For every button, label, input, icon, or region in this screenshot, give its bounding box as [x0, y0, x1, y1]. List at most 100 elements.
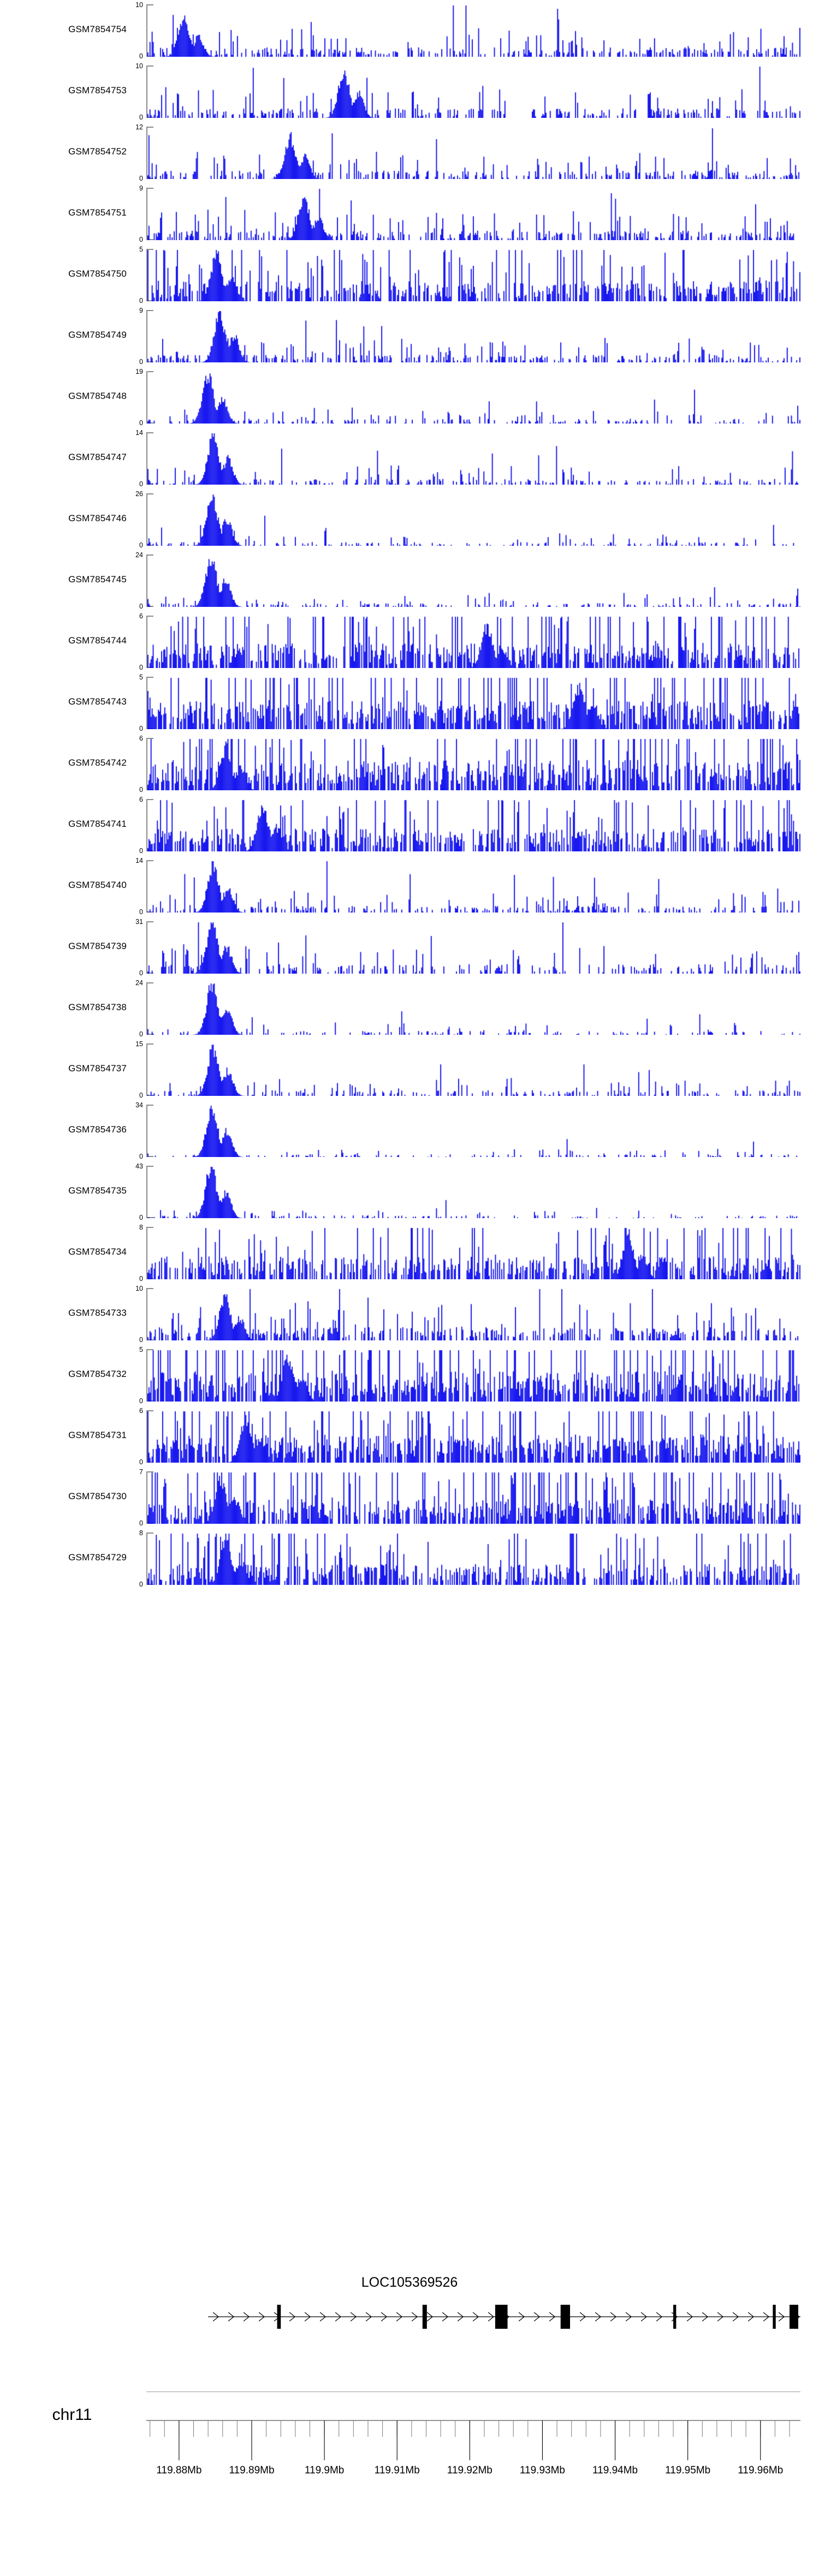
- coverage-track[interactable]: GSM7854738 24 0: [0, 978, 819, 1039]
- track-sample-label: GSM7854754: [68, 24, 127, 34]
- track-plot-area[interactable]: 19 0: [135, 368, 800, 426]
- coverage-track[interactable]: GSM7854730 7 0: [0, 1467, 819, 1528]
- coverage-track[interactable]: GSM7854752 12 0: [0, 122, 819, 183]
- track-y-axis: [146, 1410, 147, 1463]
- track-plot-area[interactable]: 26 0: [135, 491, 800, 548]
- y-axis-max-label: 10: [135, 1285, 143, 1292]
- coverage-track[interactable]: GSM7854749 9 0: [0, 306, 819, 367]
- coverage-track[interactable]: GSM7854732 5 0: [0, 1345, 819, 1406]
- y-axis-max-label: 34: [135, 1101, 143, 1109]
- coverage-track[interactable]: GSM7854742 6 0: [0, 734, 819, 795]
- coverage-track[interactable]: GSM7854731 6 0: [0, 1406, 819, 1467]
- strand-arrow-icon: [396, 2312, 403, 2322]
- track-y-axis: [146, 4, 147, 57]
- strand-arrow-icon: [717, 2312, 724, 2322]
- track-plot-area[interactable]: 10 0: [135, 1285, 800, 1343]
- coverage-track[interactable]: GSM7854751 9 0: [0, 183, 819, 245]
- coverage-track[interactable]: GSM7854736 34 0: [0, 1100, 819, 1161]
- track-plot-area[interactable]: 24 0: [135, 552, 800, 610]
- gene-model[interactable]: [0, 2298, 819, 2336]
- coverage-track[interactable]: GSM7854737 15 0: [0, 1039, 819, 1100]
- coverage-track[interactable]: GSM7854741 6 0: [0, 795, 819, 856]
- strand-arrow-icon: [518, 2312, 525, 2322]
- track-sample-label: GSM7854748: [68, 391, 127, 401]
- track-sample-label: GSM7854737: [68, 1063, 127, 1074]
- track-plot-area[interactable]: 10 0: [135, 2, 800, 59]
- track-plot-area[interactable]: 24 0: [135, 980, 800, 1037]
- coverage-track[interactable]: GSM7854748 19 0: [0, 367, 819, 428]
- y-axis-max-label: 5: [139, 1346, 143, 1353]
- track-sample-label: GSM7854749: [68, 330, 127, 340]
- track-y-axis: [146, 982, 147, 1035]
- ruler-tick-label: 119.9Mb: [305, 2465, 345, 2476]
- coverage-track[interactable]: GSM7854740 14 0: [0, 856, 819, 917]
- coverage-track[interactable]: GSM7854734 8 0: [0, 1223, 819, 1284]
- coverage-track[interactable]: GSM7854746 26 0: [0, 489, 819, 550]
- y-axis-min-label: 0: [139, 480, 143, 488]
- track-plot-area[interactable]: 14 0: [135, 857, 800, 915]
- track-sample-label: GSM7854733: [68, 1308, 127, 1318]
- y-axis-max-label: 10: [135, 62, 143, 70]
- track-y-axis: [146, 493, 147, 546]
- track-plot-area[interactable]: 34 0: [135, 1102, 800, 1160]
- coverage-track[interactable]: GSM7854754 10 0: [0, 0, 819, 61]
- track-plot-area[interactable]: 15 0: [135, 1041, 800, 1099]
- y-axis-min-label: 0: [139, 847, 143, 855]
- track-y-axis: [146, 1166, 147, 1218]
- y-axis-min-label: 0: [139, 236, 143, 243]
- track-plot-area[interactable]: 10 0: [135, 63, 800, 121]
- strand-arrow-icon: [304, 2312, 311, 2322]
- track-plot-area[interactable]: 12 0: [135, 124, 800, 182]
- coverage-track[interactable]: GSM7854750 5 0: [0, 245, 819, 306]
- coverage-track[interactable]: GSM7854747 14 0: [0, 428, 819, 489]
- y-axis-min-label: 0: [139, 175, 143, 182]
- strand-arrow-icon: [747, 2312, 755, 2322]
- track-sample-label: GSM7854730: [68, 1491, 127, 1501]
- coverage-track[interactable]: GSM7854739 31 0: [0, 917, 819, 978]
- gene-exon: [422, 2305, 427, 2329]
- y-axis-min-label: 0: [139, 114, 143, 121]
- gene-model-svg: [208, 2305, 800, 2329]
- track-sample-label: GSM7854747: [68, 452, 127, 462]
- gene-annotation-panel: LOC105369526: [0, 2265, 819, 2369]
- track-plot-area[interactable]: 31 0: [135, 919, 800, 976]
- strand-arrow-icon: [763, 2312, 770, 2322]
- strand-arrow-icon: [381, 2312, 388, 2322]
- strand-arrow-icon: [595, 2312, 602, 2322]
- ruler-tick-label: 119.93Mb: [520, 2465, 565, 2476]
- y-axis-min-label: 0: [139, 1214, 143, 1221]
- track-y-axis: [146, 1349, 147, 1402]
- coverage-track[interactable]: GSM7854745 24 0: [0, 550, 819, 611]
- ruler-tick-label: 119.91Mb: [375, 2465, 420, 2476]
- coordinate-ruler[interactable]: 119.88Mb 119.89Mb 119.9Mb 119.91Mb 119.92Mb 1…: [136, 2415, 819, 2519]
- track-y-axis: [146, 860, 147, 913]
- strand-arrow-icon: [243, 2312, 250, 2322]
- track-plot-area[interactable]: 14 0: [135, 430, 800, 487]
- coverage-track[interactable]: GSM7854753 10 0: [0, 61, 819, 122]
- y-axis-min-label: 0: [139, 1275, 143, 1283]
- coverage-track[interactable]: GSM7854733 10 0: [0, 1284, 819, 1345]
- coverage-track[interactable]: GSM7854744 6 0: [0, 611, 819, 672]
- coverage-track[interactable]: GSM7854743 5 0: [0, 672, 819, 734]
- track-plot-area[interactable]: 43 0: [135, 1163, 800, 1221]
- track-sample-label: GSM7854752: [68, 146, 127, 157]
- ruler-tick-label: 119.89Mb: [229, 2465, 274, 2476]
- coverage-track[interactable]: GSM7854729 8 0: [0, 1528, 819, 1589]
- coverage-signal: [147, 1410, 800, 1463]
- y-axis-max-label: 7: [139, 1468, 143, 1476]
- y-axis-max-label: 6: [139, 1407, 143, 1415]
- coverage-track[interactable]: GSM7854735 43 0: [0, 1161, 819, 1223]
- ruler-svg: 119.88Mb 119.89Mb 119.9Mb 119.91Mb 119.92Mb 1…: [146, 2420, 800, 2476]
